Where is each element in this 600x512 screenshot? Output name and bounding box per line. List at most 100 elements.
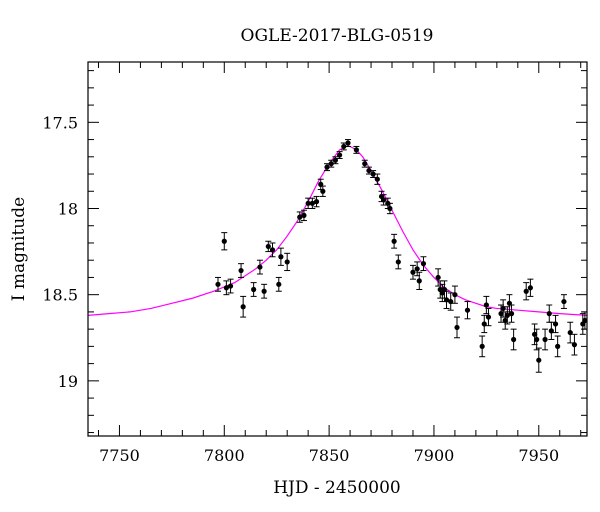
data-marker [261,288,267,294]
data-point [441,280,448,299]
data-marker [582,317,587,324]
data-point [361,159,368,168]
plot-area [88,139,587,373]
data-point [328,159,335,168]
y-tick-label: 19 [58,372,78,391]
data-marker [531,331,538,337]
data-point [223,280,230,296]
data-marker [479,343,485,349]
data-point [336,151,343,160]
data-marker [336,152,343,158]
data-point [344,139,351,147]
x-tick-label: 7850 [309,446,350,465]
data-point [479,335,486,358]
data-marker [502,317,508,324]
data-point [527,278,534,297]
data-marker [387,205,393,212]
data-point [305,197,312,209]
data-marker [452,292,458,298]
data-point [416,271,423,291]
y-tick-label: 18.5 [42,286,78,305]
data-marker [251,286,257,293]
data-point [238,263,245,278]
data-point [324,163,331,172]
data-point [256,259,263,275]
y-axis-label: I magnitude [9,197,29,301]
data-marker [276,281,282,287]
data-marker [345,140,351,146]
data-marker [309,200,315,206]
data-marker [414,266,420,272]
data-marker [555,343,561,349]
data-point [510,328,517,351]
data-point [464,301,471,320]
x-axis-label: HJD - 2450000 [273,478,401,498]
data-point [443,290,450,309]
data-marker [301,212,307,218]
data-point [546,304,553,323]
data-marker [534,336,540,343]
data-marker [370,171,376,177]
data-marker [353,147,359,153]
data-marker [227,283,234,289]
x-tick-label: 7950 [518,446,559,465]
data-point [535,347,542,373]
data-marker [305,200,311,206]
data-point [386,202,393,215]
data-point [409,264,416,280]
data-marker [546,311,552,317]
data-point [319,185,326,197]
y-tick-label: 18 [58,199,78,218]
data-marker [284,259,290,265]
data-marker [265,243,271,250]
data-marker [552,321,559,327]
data-point [227,278,234,294]
data-point [552,314,559,334]
data-point [300,209,307,222]
data-marker [215,281,221,287]
x-tick-label: 7800 [204,446,245,465]
data-marker [561,298,567,305]
data-marker [313,199,320,205]
data-point [523,282,530,301]
data-marker [523,288,529,294]
data-marker [504,312,510,318]
data-marker [257,264,263,270]
data-point [309,197,316,209]
data-point [240,295,247,318]
data-marker [362,161,368,167]
x-tick-labels: 7750 7800 7850 7900 7950 [99,446,559,465]
data-point [454,316,461,339]
data-point [250,282,257,297]
data-point [420,256,427,272]
data-point [435,268,442,287]
x-tick-label: 7750 [99,446,140,465]
data-point [451,285,458,304]
chart-title: OGLE-2017-BLG-0519 [241,26,434,46]
data-marker [391,238,397,244]
data-marker [435,274,441,281]
data-marker [508,311,515,317]
data-marker [221,238,227,244]
data-point [391,233,398,249]
data-marker [366,167,372,174]
data-marker [328,161,334,167]
data-point [275,276,282,292]
y-tick-labels: 17.5 18 18.5 19 [42,113,78,391]
data-point [284,252,291,272]
axes-ticks [88,62,587,436]
data-marker [297,214,303,220]
y-tick-label: 17.5 [42,113,78,132]
data-marker [416,278,422,284]
data-point [370,170,377,178]
data-marker [527,285,533,291]
data-point [353,145,360,154]
data-point [296,211,303,223]
model-curve [88,145,587,316]
data-marker [454,324,460,331]
data-marker [320,188,326,194]
data-marker [571,342,578,348]
data-point [554,335,561,358]
data-marker [223,285,229,291]
